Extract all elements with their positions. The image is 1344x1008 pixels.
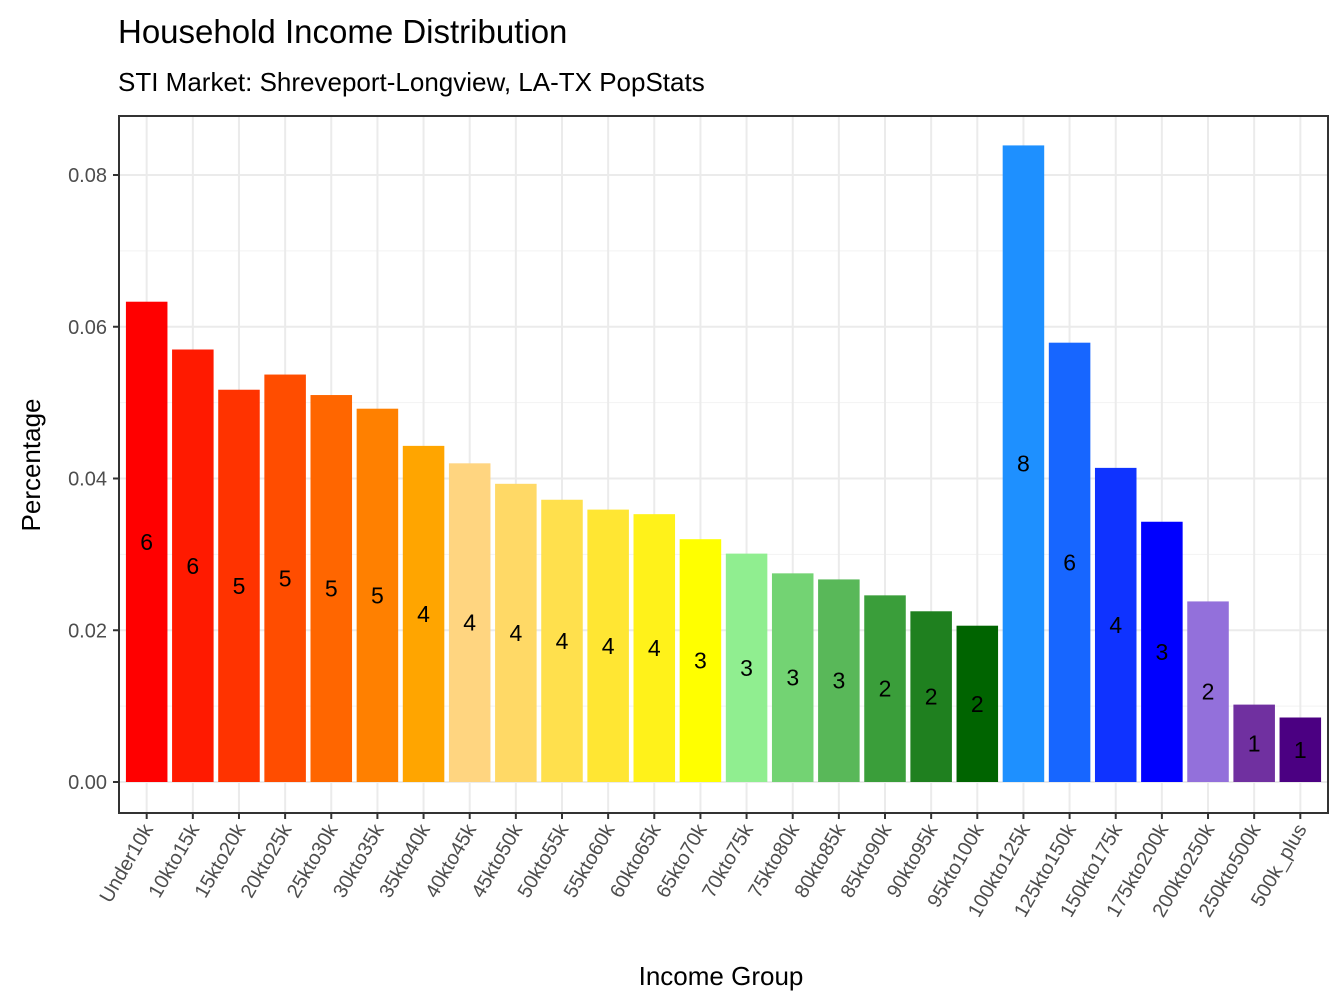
y-tick-label: 0.00: [68, 772, 107, 794]
bar: [356, 408, 399, 782]
panel-border: [118, 115, 1329, 814]
bars: [125, 145, 1322, 782]
bar: [679, 539, 722, 782]
bar-label: 3: [740, 655, 753, 681]
x-axis: Under10k10kto15k15kto20k20kto25k25kto30k…: [96, 813, 1312, 921]
bar: [310, 395, 353, 782]
bar-label: 3: [694, 648, 707, 674]
bar: [910, 611, 952, 782]
bar: [448, 463, 491, 782]
bar-label: 6: [186, 553, 199, 579]
bar-label: 1: [1248, 730, 1261, 756]
bar: [1094, 467, 1137, 782]
bar-label: 2: [971, 691, 984, 717]
bar-label: 5: [279, 565, 292, 591]
chart-title: Household Income Distribution: [118, 13, 567, 50]
bar-label: 2: [925, 684, 938, 710]
bar: [725, 553, 768, 782]
bar-label: 6: [140, 529, 153, 555]
bar: [125, 301, 168, 782]
bar-label: 2: [1202, 679, 1215, 705]
y-axis: 0.00 0.02 0.04 0.06 0.08: [68, 165, 119, 794]
bar-label: 5: [371, 582, 384, 608]
bar-label: 3: [832, 668, 845, 694]
bar-label: 4: [463, 610, 476, 636]
bar-label: 4: [417, 601, 430, 627]
bar-label: 4: [602, 633, 615, 659]
plot-border: [118, 115, 1329, 814]
bar: [1141, 521, 1183, 782]
bar-label: 1: [1294, 737, 1307, 763]
bar-label: 3: [786, 665, 799, 691]
bar: [1002, 145, 1045, 782]
bar-label: 2: [879, 676, 892, 702]
y-tick-label: 0.02: [68, 620, 107, 642]
bar: [587, 509, 629, 782]
y-tick-label: 0.08: [68, 165, 107, 187]
chart-subtitle: STI Market: Shreveport-Longview, LA-TX P…: [118, 67, 705, 97]
bar-label: 6: [1063, 549, 1076, 575]
bar-label: 4: [648, 635, 661, 661]
bar: [771, 573, 814, 782]
bar-label: 4: [1109, 612, 1122, 638]
bar: [1187, 601, 1229, 782]
bar-label: 4: [509, 620, 522, 646]
bar: [1233, 704, 1275, 782]
bar: [172, 349, 214, 782]
bar: [264, 374, 306, 782]
bar: [633, 514, 676, 782]
y-tick-label: 0.04: [68, 469, 107, 491]
bar-labels: 6 6 5 5 5 5 4 4 4 4 4 4 3 3 3 3 2 2 2 8 6 4 3 2 1 1: [140, 451, 1306, 763]
bar: [1279, 717, 1322, 782]
bar-label: 5: [325, 576, 338, 602]
bar: [956, 625, 999, 782]
bar: [864, 595, 906, 782]
bar-label: 4: [556, 628, 569, 654]
bar-label: 5: [233, 573, 246, 599]
bar: [495, 483, 537, 782]
bar: [402, 445, 445, 782]
y-tick-label: 0.06: [68, 317, 107, 339]
bar-label: 3: [1155, 639, 1168, 665]
bar: [541, 499, 583, 782]
bar: [818, 579, 860, 782]
bar-label: 8: [1017, 451, 1030, 477]
bar: [1048, 342, 1091, 782]
y-axis-title: Percentage: [16, 399, 46, 532]
bar: [218, 389, 260, 782]
x-axis-title: Income Group: [639, 961, 804, 991]
